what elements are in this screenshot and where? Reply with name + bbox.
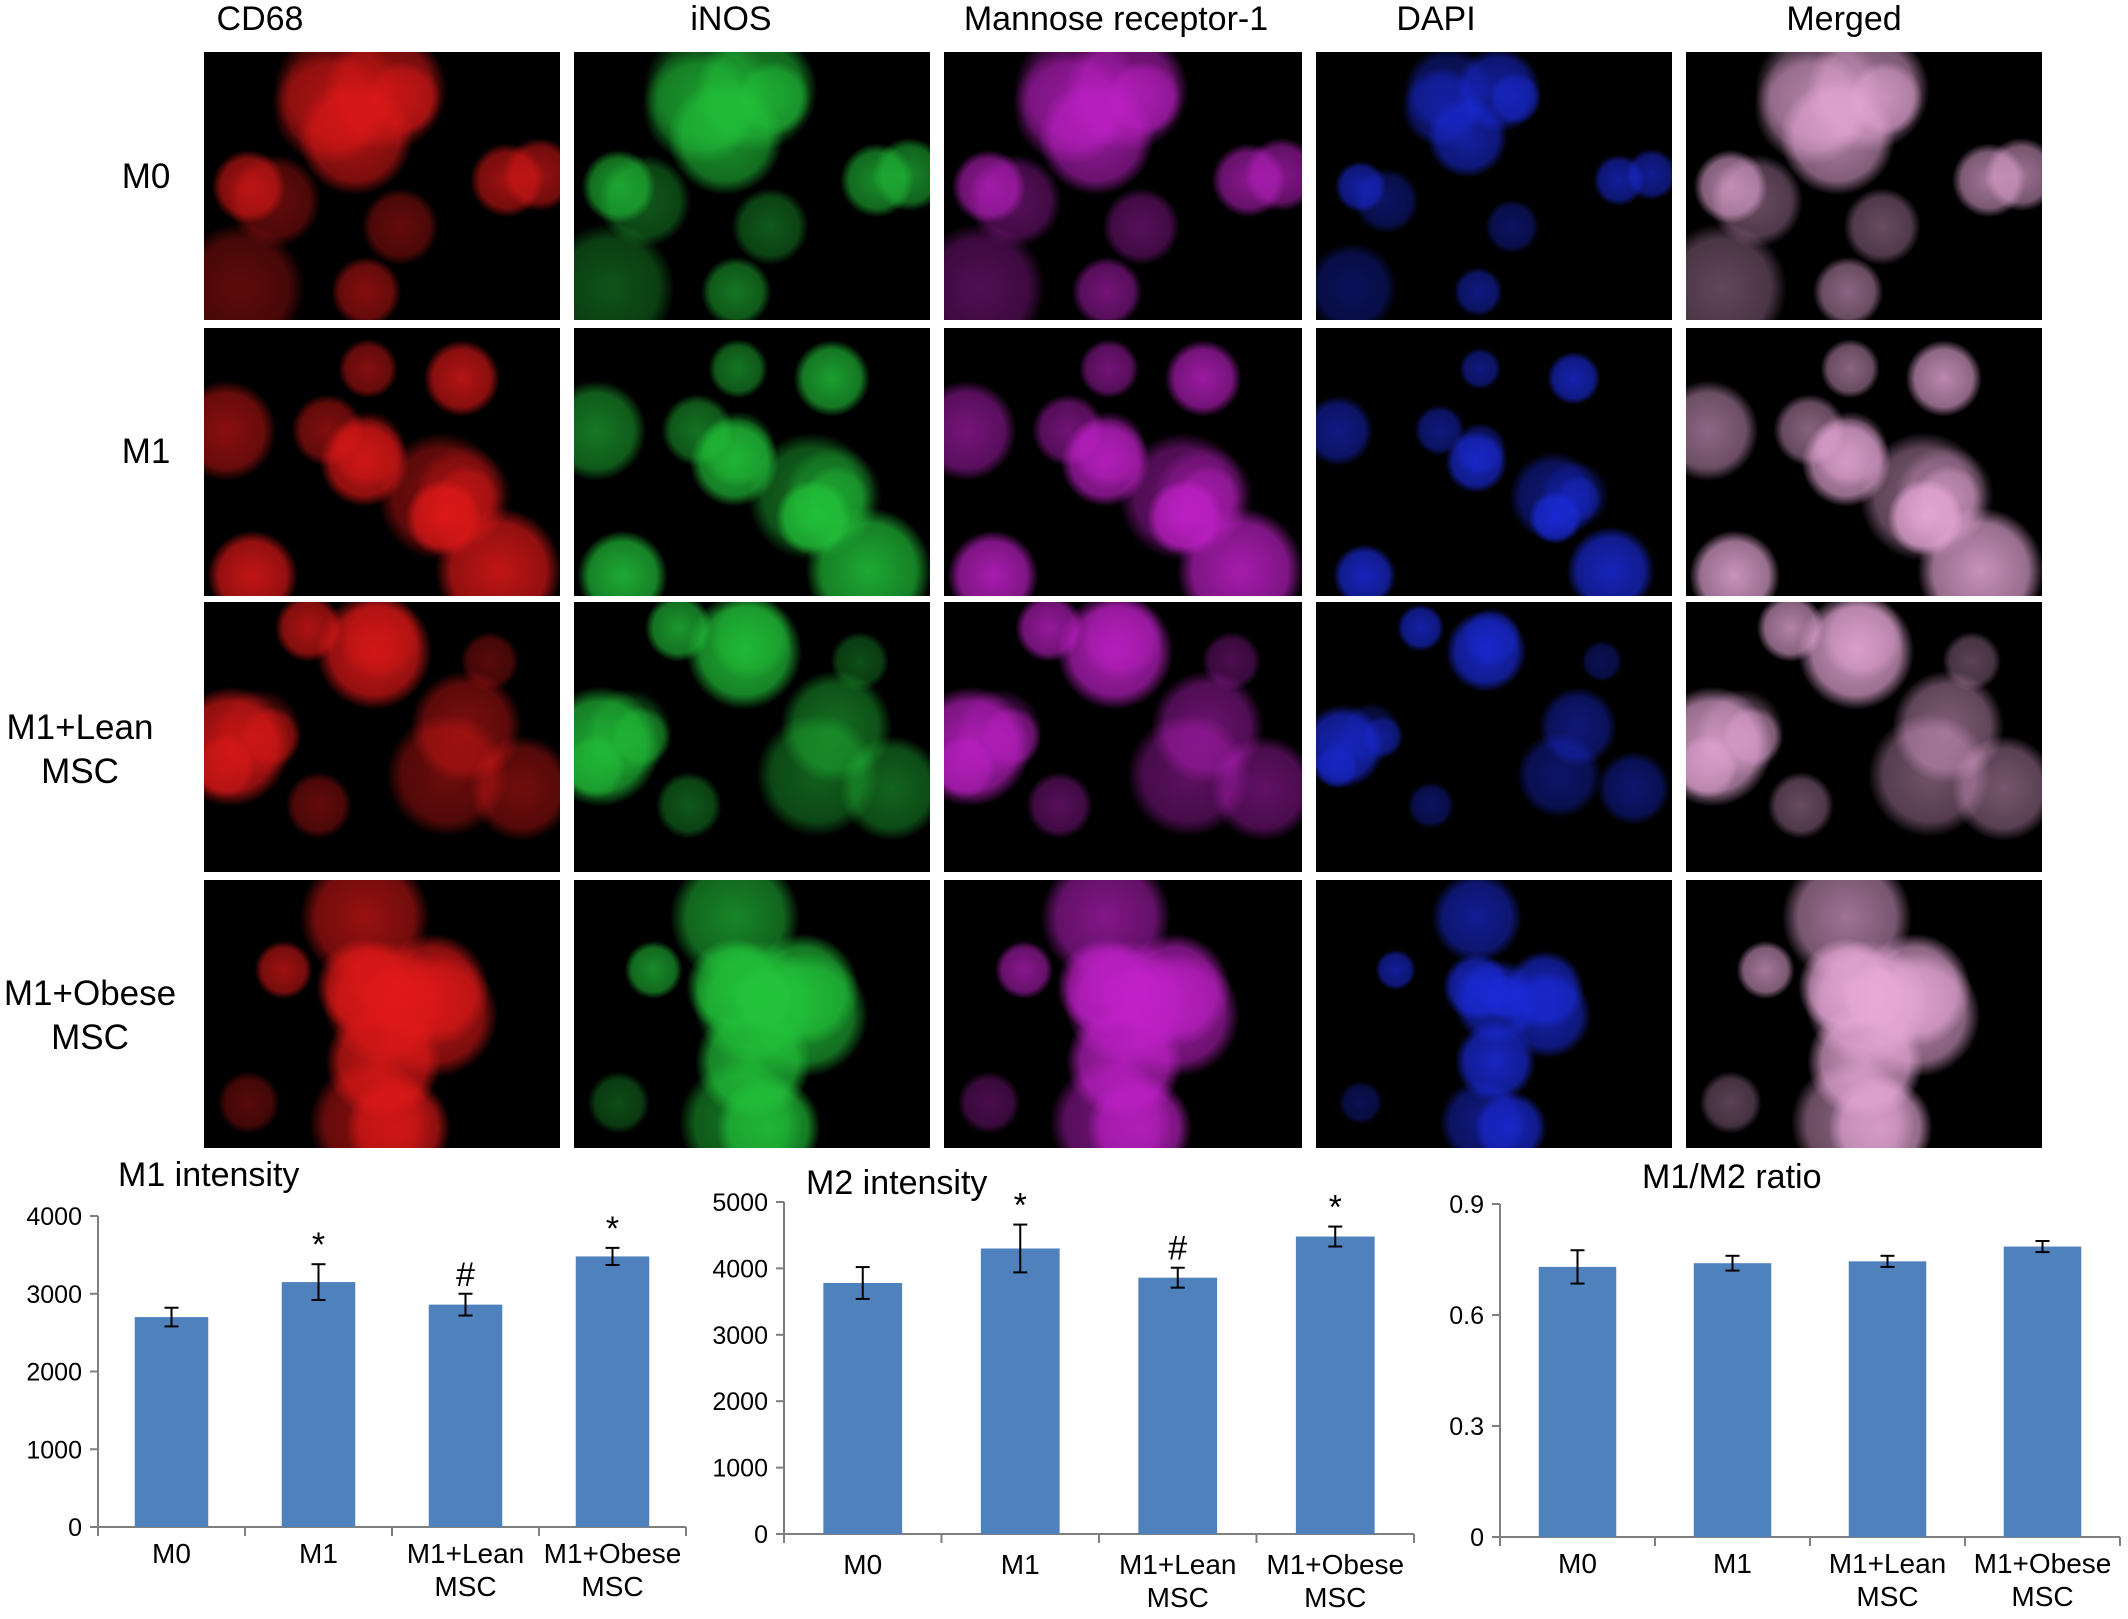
y-tick-label: 3000 (26, 1281, 82, 1309)
row-label-m1: M1 (121, 432, 171, 471)
column-label-mannose-receptor: Mannose receptor-1 (963, 0, 1269, 38)
y-tick-label: 0 (1470, 1524, 1484, 1552)
microscopy-panel (944, 880, 1302, 1148)
bar (823, 1283, 903, 1534)
x-tick-label: M1 (1001, 1549, 1040, 1580)
x-tick-label: M1+Obese (544, 1538, 682, 1569)
significance-marker: * (1329, 1189, 1342, 1227)
row-label-m1-lean-msc: M1+Lean MSC (6, 708, 154, 791)
x-tick-label: M0 (1558, 1548, 1597, 1579)
column-label-dapi: DAPI (1396, 0, 1476, 38)
significance-marker: # (1168, 1230, 1187, 1268)
y-tick-label: 0 (754, 1521, 768, 1549)
microscopy-panel (1316, 880, 1672, 1148)
bar (1538, 1266, 1617, 1537)
microscopy-panel (574, 328, 930, 596)
microscopy-panel (944, 52, 1302, 320)
x-tick-label: MSC (1147, 1582, 1209, 1613)
row-label-m0: M0 (121, 157, 171, 196)
y-tick-label: 4000 (26, 1203, 82, 1231)
microscopy-panel (1686, 52, 2042, 320)
microscopy-panel (944, 602, 1302, 872)
x-tick-label: MSC (434, 1571, 496, 1602)
bar (575, 1256, 650, 1527)
microscopy-panel (944, 328, 1302, 596)
chart-title: M1/M2 ratio (1642, 1158, 1822, 1196)
significance-marker: * (606, 1210, 619, 1248)
x-tick-label: M1 (1713, 1548, 1752, 1579)
column-label-merged: Merged (1786, 0, 1902, 38)
x-tick-label: M1+Lean (407, 1538, 525, 1569)
x-tick-label: M1+Lean (1119, 1549, 1237, 1580)
y-tick-label: 3000 (712, 1322, 768, 1350)
significance-marker: * (312, 1226, 325, 1264)
y-tick-label: 2000 (26, 1359, 82, 1387)
microscopy-panel (1316, 602, 1672, 872)
chart-m1-intensity: M1 intensity 0 1000 2000 3000 4000 M0 * M1 # M1+L… (0, 1150, 700, 1619)
significance-marker: # (456, 1256, 475, 1294)
column-label-inos: iNOS (690, 0, 772, 38)
bar (428, 1304, 503, 1527)
bar (1138, 1277, 1218, 1534)
bar (281, 1282, 356, 1527)
bar (2003, 1246, 2082, 1537)
microscopy-panel (204, 52, 560, 320)
y-tick-label: 1000 (26, 1436, 82, 1464)
microscopy-panel (204, 328, 560, 596)
x-tick-label: MSC (2011, 1581, 2073, 1612)
x-tick-label: MSC (1304, 1582, 1366, 1613)
y-tick-label: 5000 (712, 1189, 768, 1217)
bar (1848, 1261, 1927, 1537)
microscopy-panel (1686, 602, 2042, 872)
x-tick-label: MSC (581, 1571, 643, 1602)
y-tick-label: 0.9 (1449, 1191, 1484, 1219)
chart-m1-m2-ratio: M1/M2 ratio 0 0.3 0.6 0.9 M0 M1 M1+Lean MSC M1+O… (1420, 1150, 2128, 1619)
y-tick-label: 0 (68, 1514, 82, 1542)
microscopy-panel (1316, 328, 1672, 596)
chart-title: M2 intensity (806, 1164, 988, 1202)
microscopy-panel (204, 880, 560, 1148)
bar (980, 1248, 1060, 1534)
column-label-cd68: CD68 (216, 0, 304, 38)
y-tick-label: 1000 (712, 1455, 768, 1483)
bar (1295, 1236, 1375, 1534)
y-tick-label: 4000 (712, 1255, 768, 1283)
microscopy-panel (574, 52, 930, 320)
microscopy-panel (574, 880, 930, 1148)
x-tick-label: M0 (152, 1538, 191, 1569)
microscopy-panel (574, 602, 930, 872)
bar (1693, 1263, 1772, 1537)
microscopy-panel (204, 602, 560, 872)
x-tick-label: M1+Obese (1266, 1549, 1404, 1580)
x-tick-label: M0 (843, 1549, 882, 1580)
chart-title: M1 intensity (118, 1156, 300, 1194)
significance-marker: * (1014, 1187, 1027, 1225)
x-tick-label: M1 (299, 1538, 338, 1569)
microscopy-panel (1316, 52, 1672, 320)
y-tick-label: 2000 (712, 1388, 768, 1416)
y-tick-label: 0.3 (1449, 1413, 1484, 1441)
microscopy-panel (1686, 880, 2042, 1148)
y-tick-label: 0.6 (1449, 1302, 1484, 1330)
chart-m2-intensity: M2 intensity 0 1000 2000 3000 4000 5000 M0 * M1 #… (700, 1150, 1420, 1619)
row-label-m1-obese-msc: M1+Obese MSC (3, 974, 177, 1057)
x-tick-label: MSC (1856, 1581, 1918, 1612)
x-tick-label: M1+Obese (1974, 1548, 2112, 1579)
bar (134, 1317, 209, 1527)
x-tick-label: M1+Lean (1829, 1548, 1947, 1579)
microscopy-panel (1686, 328, 2042, 596)
